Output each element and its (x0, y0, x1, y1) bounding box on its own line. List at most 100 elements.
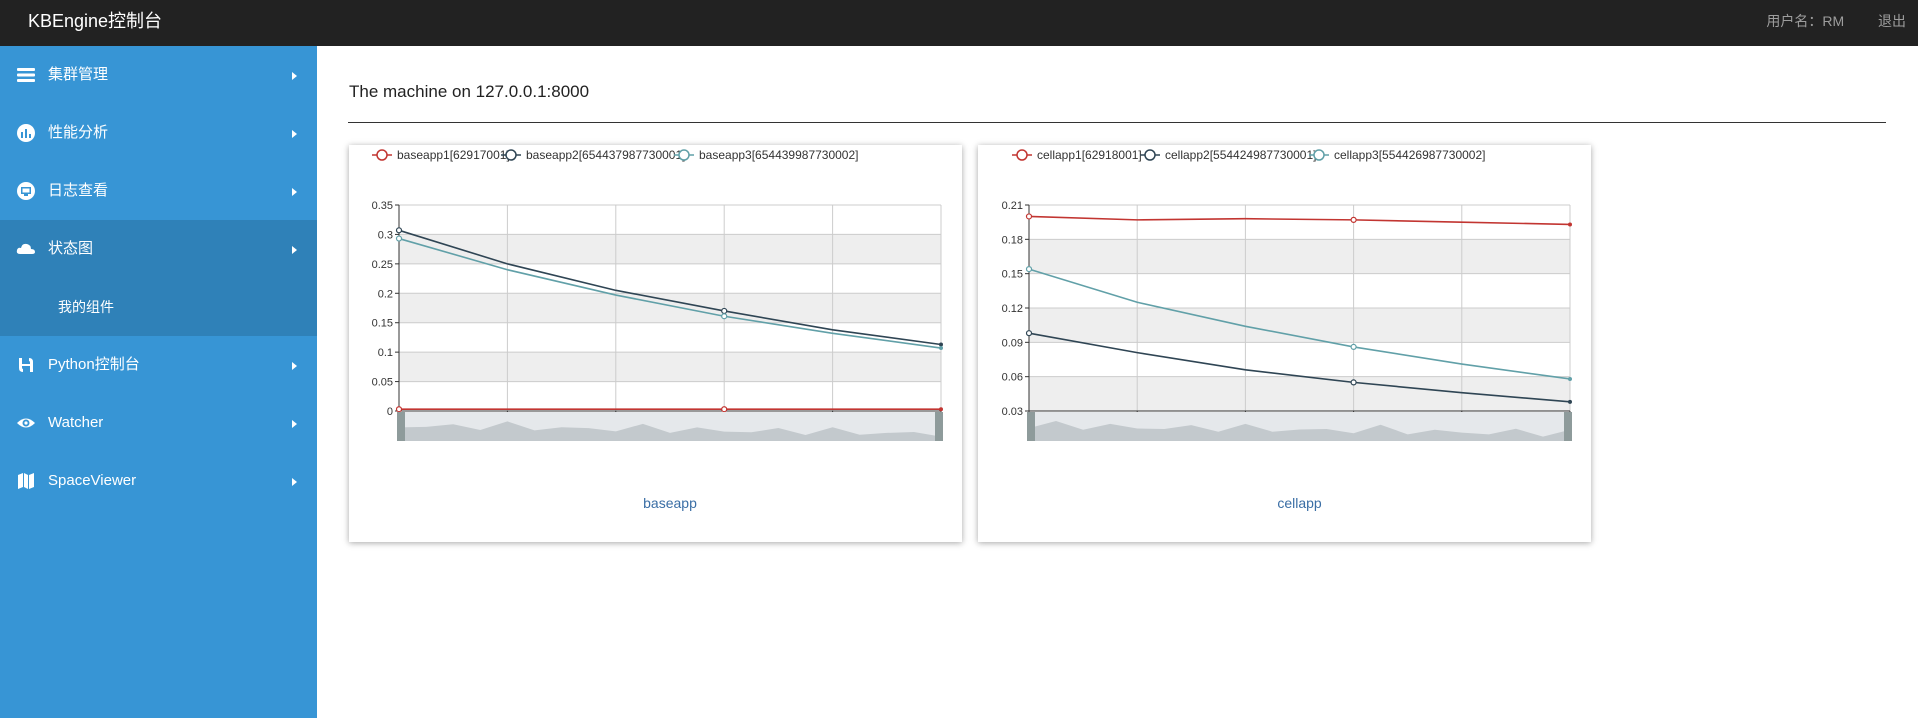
chart-panel-baseapp: baseapp1[62917001] baseapp2[6544379877300… (349, 145, 962, 542)
legend-swatch-marker (376, 149, 388, 161)
sidebar-item-label: SpaceViewer (48, 472, 137, 489)
series-line-1 (1028, 215, 1571, 226)
legend-swatch-marker (1016, 149, 1028, 161)
grid-band (399, 205, 941, 235)
data-point (939, 346, 943, 351)
sidebar-item-label: Python控制台 (48, 356, 140, 373)
legend-label: baseapp2[654437987730001] (526, 148, 686, 162)
grid-band (399, 322, 941, 353)
grid-band (399, 381, 941, 411)
data-point (721, 307, 728, 315)
caret-right-icon (292, 420, 297, 428)
data-point (1025, 265, 1033, 273)
sidebar-subitem-label: 我的组件 (58, 299, 114, 315)
series-line-2 (398, 229, 942, 346)
sidebar-item-label: 性能分析 (48, 124, 109, 141)
caret-right-icon (292, 246, 297, 254)
username-label: 用户名：RM (1766, 13, 1845, 29)
y-tick-label: 0.18 (1002, 234, 1023, 246)
y-tick-label: 0.06 (1002, 372, 1023, 384)
sidebar-item-spaceviewer[interactable]: SpaceViewer (0, 452, 317, 510)
y-tick-label: 0.15 (372, 318, 393, 330)
legend-item: cellapp2[554424987730001] (1140, 148, 1316, 162)
data-point (395, 227, 403, 234)
top-navbar: KBEngine控制台 用户名：RM 退出 (0, 0, 1918, 46)
y-tick-label: 0.15 (1002, 269, 1023, 281)
sidebar: 集群管理 性能分析 日志查看 状态图 我的组件 (0, 46, 317, 718)
grid-band (1029, 376, 1570, 411)
cellapp-line-chart: cellapp1[62918001] cellapp2[5544249877300… (1002, 148, 1572, 511)
data-point (939, 342, 943, 347)
zoom-slider-handle-right[interactable] (1564, 412, 1572, 441)
data-point (1025, 330, 1033, 337)
sidebar-item-label: 状态图 (48, 240, 94, 257)
brand-title[interactable]: KBEngine控制台 (28, 11, 163, 31)
eye-icon (17, 418, 35, 428)
zoom-slider-preview (1029, 419, 1570, 441)
data-point (1350, 216, 1357, 223)
legend-swatch-marker (1313, 149, 1325, 161)
data-point (1568, 399, 1572, 404)
sidebar-item-label: 日志查看 (48, 182, 109, 199)
bar-chart-icon (17, 124, 35, 142)
data-point (1568, 222, 1572, 227)
grid-band (399, 234, 941, 264)
y-tick-label: 0.03 (1002, 406, 1023, 418)
caret-right-icon (292, 362, 297, 370)
y-tick-label: 0.35 (372, 200, 393, 212)
y-tick-label: 0.3 (378, 229, 393, 241)
main-content: The machine on 127.0.0.1:8000 baseapp1[6… (317, 46, 1918, 718)
sidebar-item-status-chart[interactable]: 状态图 (0, 220, 317, 278)
python-icon (19, 358, 33, 372)
y-tick-label: 0.09 (1002, 337, 1023, 349)
map-icon (18, 473, 34, 489)
caret-right-icon (292, 188, 297, 196)
data-point (721, 313, 728, 320)
user-area: 用户名：RM 退出 (1736, 0, 1906, 42)
legend-label: baseapp1[62917001] (397, 148, 510, 162)
chart-panel-cellapp: cellapp1[62918001] cellapp2[5544249877300… (978, 145, 1591, 542)
grid-band (399, 263, 941, 294)
x-axis-name: cellapp (1277, 495, 1322, 511)
sidebar-item-cluster[interactable]: 集群管理 (0, 46, 317, 104)
data-point (721, 406, 728, 413)
y-tick-label: 0 (387, 406, 393, 418)
y-tick-label: 0.1 (378, 347, 393, 359)
title-divider (348, 122, 1886, 123)
sidebar-item-python-console[interactable]: Python控制台 (0, 336, 317, 394)
zoom-slider-handle-right[interactable] (935, 412, 943, 441)
cloud-icon (16, 243, 35, 254)
zoom-slider-handle-left[interactable] (397, 412, 405, 441)
data-point (1350, 379, 1357, 386)
zoom-slider-handle-left[interactable] (1027, 412, 1035, 441)
layers-icon (17, 68, 35, 82)
sidebar-item-watcher[interactable]: Watcher (0, 394, 317, 452)
y-tick-label: 0.21 (1002, 200, 1023, 212)
legend-item: baseapp1[62917001] (372, 148, 510, 162)
zoom-slider-preview (399, 419, 941, 441)
page-title: The machine on 127.0.0.1:8000 (349, 82, 590, 101)
data-point (395, 406, 403, 413)
legend-item: baseapp2[654437987730001] (501, 148, 686, 162)
legend-item: baseapp3[654439987730002] (674, 148, 859, 162)
y-tick-label: 0.05 (372, 377, 393, 389)
grid-band (1029, 239, 1570, 274)
y-tick-label: 0.25 (372, 259, 393, 271)
data-point (1350, 343, 1357, 351)
legend-swatch-marker (505, 149, 517, 161)
caret-right-icon (292, 72, 297, 80)
sidebar-item-logs[interactable]: 日志查看 (0, 162, 317, 220)
logout-link[interactable]: 退出 (1878, 13, 1906, 29)
data-point (395, 235, 403, 242)
monitor-icon (17, 182, 35, 200)
series-line-3 (1028, 268, 1571, 380)
sidebar-item-label: 集群管理 (48, 66, 109, 83)
data-point (1568, 376, 1572, 381)
grid-band (399, 352, 941, 382)
legend-label: cellapp2[554424987730001] (1165, 148, 1316, 162)
sidebar-item-performance[interactable]: 性能分析 (0, 104, 317, 162)
sidebar-subitem-my-components[interactable]: 我的组件 (0, 278, 317, 336)
y-tick-label: 0.12 (1002, 303, 1023, 315)
legend-swatch-marker (1144, 149, 1156, 161)
grid-band (1029, 273, 1570, 308)
